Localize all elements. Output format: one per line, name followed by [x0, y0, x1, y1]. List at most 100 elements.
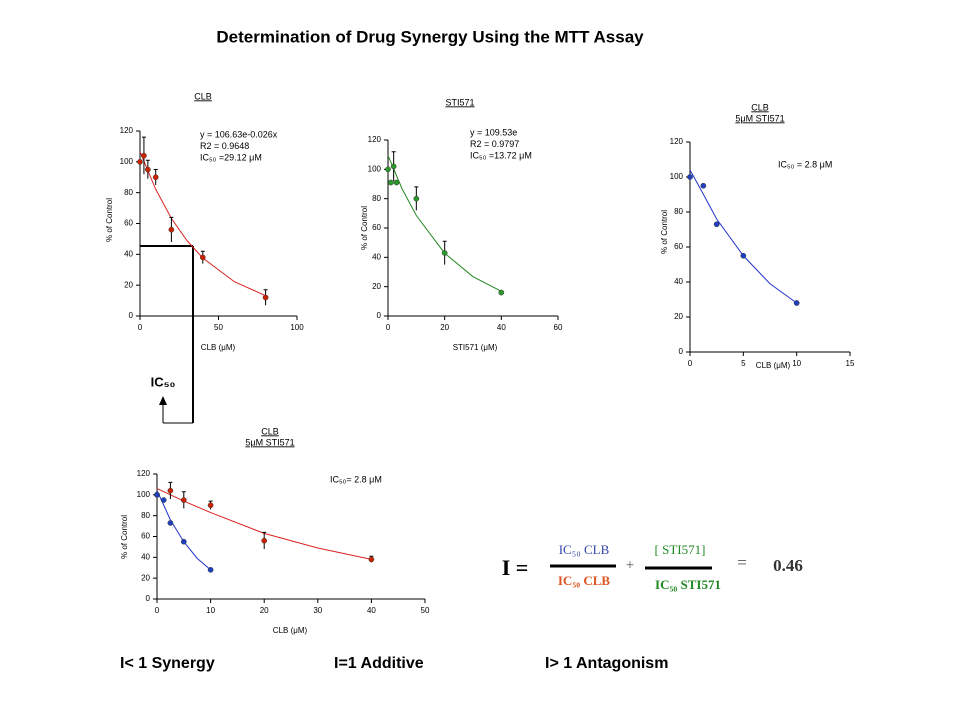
x-tick-label: 5 [741, 359, 746, 368]
data-point [700, 182, 707, 189]
data-point [262, 294, 269, 301]
data-point [137, 158, 143, 165]
data-point [261, 537, 268, 544]
y-tick-label: 40 [674, 277, 683, 286]
x-axis-label: STI571 (μM) [453, 343, 498, 352]
annotation: IC₅₀= 2.8 μM [330, 474, 382, 484]
data-point [385, 166, 391, 173]
x-tick-label: 40 [367, 606, 376, 615]
formula-lhs: I = [502, 555, 529, 580]
x-axis-label: CLB (μM) [201, 343, 236, 352]
x-tick-label: 20 [440, 323, 449, 332]
y-tick-label: 120 [120, 126, 134, 135]
x-tick-label: 10 [206, 606, 215, 615]
chart-title: CLB [751, 102, 769, 112]
annotation: y = 109.53e [470, 127, 517, 137]
y-tick-label: 0 [146, 594, 151, 603]
y-tick-label: 120 [368, 135, 382, 144]
annotation: IC₅₀ = 2.8 μM [778, 159, 832, 169]
ic50-label: IC₅₀ [151, 374, 176, 389]
data-point [207, 502, 214, 509]
chart-title: CLB [194, 91, 212, 101]
y-axis-label: % of Control [660, 210, 669, 254]
chart-title: STI571 [445, 97, 474, 107]
x-tick-label: 30 [313, 606, 322, 615]
y-tick-label: 60 [124, 219, 133, 228]
chart-title: CLB [261, 426, 279, 436]
y-tick-label: 20 [372, 282, 381, 291]
data-point [441, 250, 448, 256]
data-point [180, 497, 187, 503]
x-tick-label: 10 [792, 359, 801, 368]
y-axis-label: % of Control [120, 515, 129, 559]
data-point [393, 179, 400, 186]
y-tick-label: 20 [674, 312, 683, 321]
x-tick-label: 20 [260, 606, 269, 615]
x-tick-label: 40 [497, 323, 506, 332]
numerator: IC₅₀ CLB [559, 542, 610, 557]
y-tick-label: 80 [124, 188, 133, 197]
data-point [687, 174, 693, 180]
fit-curve [689, 169, 797, 304]
y-tick-label: 120 [670, 137, 684, 146]
fit-curve [156, 488, 372, 560]
annotation: R2 = 0.9797 [470, 139, 519, 149]
ic50-guide [140, 245, 194, 424]
y-tick-label: 100 [120, 157, 134, 166]
x-tick-label: 0 [688, 359, 693, 368]
footer-note: I> 1 Antagonism [545, 655, 668, 672]
data-point [168, 226, 175, 233]
numerator: [ STI571] [655, 542, 706, 557]
data-point [160, 497, 167, 503]
data-point [199, 254, 206, 261]
x-axis-label: CLB (μM) [756, 361, 791, 370]
y-axis-label: % of Control [360, 206, 369, 250]
y-tick-label: 0 [679, 347, 684, 356]
denominator: IC₅₀ STI571 [655, 577, 721, 592]
y-tick-label: 40 [141, 552, 150, 561]
data-point [141, 152, 147, 159]
data-point [740, 252, 747, 259]
plus: + [626, 557, 634, 573]
annotation: y = 106.63e-0.026x [200, 129, 278, 139]
footer-note: I=1 Additive [334, 655, 424, 672]
data-point [390, 163, 397, 170]
x-tick-label: 50 [421, 606, 430, 615]
data-point [207, 566, 214, 573]
y-tick-label: 100 [670, 172, 684, 181]
data-point [387, 179, 394, 186]
y-axis-label: % of Control [105, 198, 114, 242]
footer-note: I< 1 Synergy [120, 655, 215, 672]
y-tick-label: 20 [124, 280, 133, 289]
y-tick-label: 80 [674, 207, 683, 216]
y-tick-label: 120 [137, 469, 151, 478]
chart-title: 5μM STI571 [245, 437, 294, 447]
fit-curve [387, 155, 502, 292]
data-point [167, 487, 174, 494]
y-tick-label: 20 [141, 573, 150, 582]
y-tick-label: 0 [129, 311, 134, 320]
data-point [152, 174, 159, 181]
fit-curve [139, 151, 266, 297]
data-point [413, 195, 420, 202]
y-tick-label: 60 [674, 242, 683, 251]
y-tick-label: 0 [377, 311, 382, 320]
y-tick-label: 100 [368, 164, 382, 173]
x-tick-label: 0 [386, 323, 391, 332]
data-point [154, 491, 160, 498]
slide-title: Determination of Drug Synergy Using the … [216, 27, 644, 46]
annotation: R2 = 0.9648 [200, 141, 249, 151]
arrow-head [159, 396, 167, 405]
data-point [368, 556, 375, 563]
annotation: IC₅₀ =29.12 μM [200, 152, 262, 162]
chart-title: 5μM STI571 [735, 113, 784, 123]
y-tick-label: 60 [372, 223, 381, 232]
result: 0.46 [773, 556, 803, 575]
y-tick-label: 80 [141, 511, 150, 520]
x-tick-label: 50 [214, 323, 223, 332]
y-tick-label: 40 [124, 249, 133, 258]
equals: = [737, 553, 747, 572]
x-tick-label: 0 [138, 323, 143, 332]
formula: I = IC₅₀ CLB IC₅₀ CLB + [ STI571] IC₅₀ S… [502, 542, 803, 592]
